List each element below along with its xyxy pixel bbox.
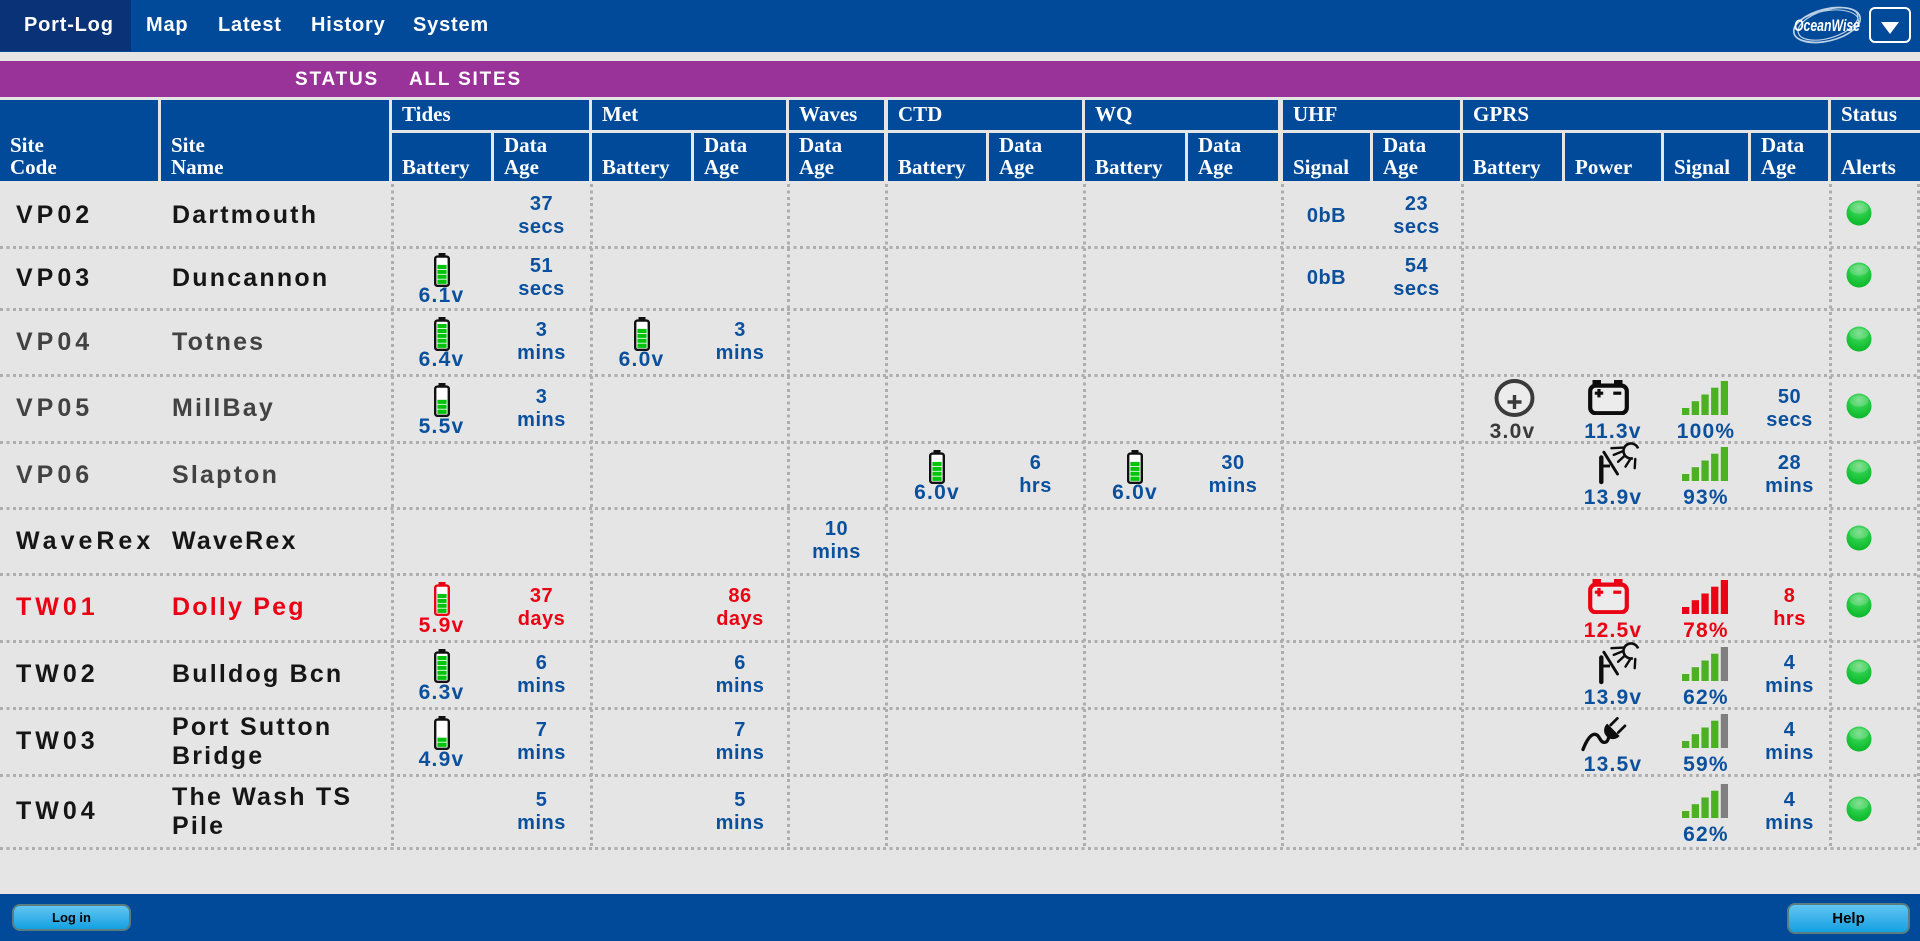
svg-text:OceanWise: OceanWise <box>1794 16 1860 35</box>
